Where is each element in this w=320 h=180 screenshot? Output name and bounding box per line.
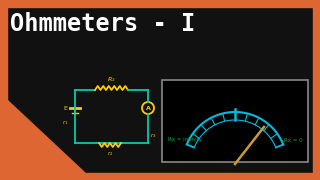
Text: $r_3$: $r_3$ [150,131,156,140]
Bar [313,0,320,180]
Polygon shape [7,100,85,173]
Text: Rx = 0: Rx = 0 [284,138,303,143]
Text: 19: 19 [10,152,34,172]
Bar [0,0,7,180]
Bar [0,0,320,7]
Text: $r_2$: $r_2$ [107,149,113,158]
Text: $R_2$: $R_2$ [107,75,116,84]
Text: $r_1$: $r_1$ [62,118,68,127]
Bar [0,173,320,180]
Text: Rx = infinity: Rx = infinity [168,138,202,143]
Text: E: E [63,105,67,111]
Bar [162,80,308,162]
Text: A: A [146,105,150,111]
Text: Ohmmeters - I: Ohmmeters - I [10,12,195,36]
